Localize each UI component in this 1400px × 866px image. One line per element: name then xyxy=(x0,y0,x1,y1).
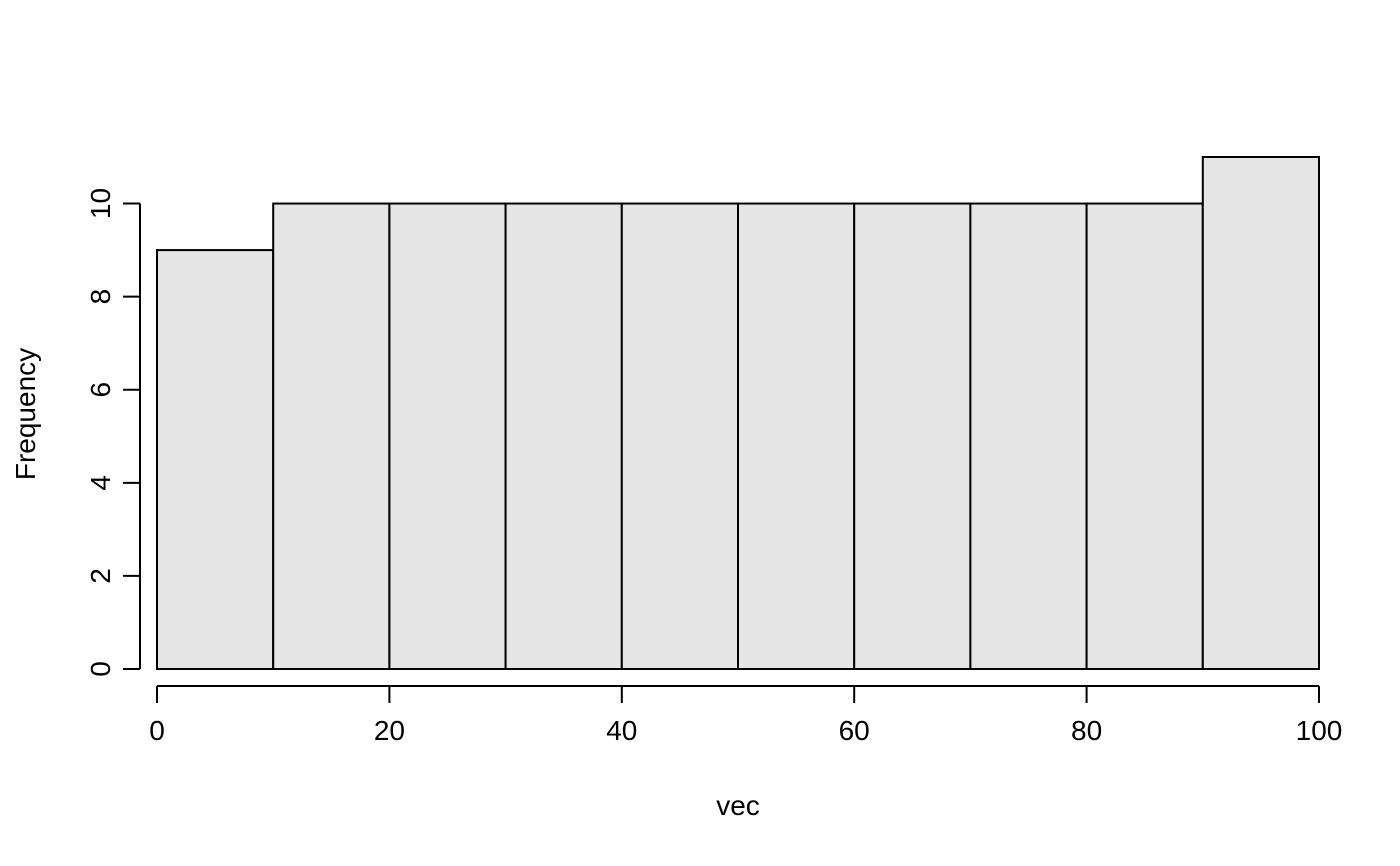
histogram-bar-6 xyxy=(853,202,972,671)
x-tick-label: 100 xyxy=(1296,715,1343,746)
x-tick-label: 60 xyxy=(839,715,870,746)
y-tick-label: 4 xyxy=(85,475,116,491)
histogram-bar-7 xyxy=(969,202,1088,671)
bars-group xyxy=(156,156,1321,671)
histogram-bar-2 xyxy=(388,202,507,671)
x-tick-label: 80 xyxy=(1071,715,1102,746)
y-tick-label: 8 xyxy=(85,289,116,305)
x-tick-label: 40 xyxy=(606,715,637,746)
y-axis-label: Frequency xyxy=(10,348,41,480)
x-axis: 0 20 40 60 80 100 xyxy=(149,685,1343,746)
histogram-bar-0 xyxy=(156,249,275,670)
histogram-bar-4 xyxy=(620,202,739,671)
histogram-bar-3 xyxy=(504,202,623,671)
histogram-bar-5 xyxy=(737,202,856,671)
y-tick-label: 2 xyxy=(85,568,116,584)
y-tick-label: 10 xyxy=(85,188,116,219)
x-tick-label: 0 xyxy=(149,715,165,746)
histogram-bar-8 xyxy=(1085,202,1204,671)
y-axis: 0 2 4 6 8 10 xyxy=(85,188,141,677)
histogram-bar-1 xyxy=(272,202,391,671)
y-tick-label: 0 xyxy=(85,661,116,677)
y-tick-label: 6 xyxy=(85,382,116,398)
x-tick-label: 20 xyxy=(374,715,405,746)
histogram-bar-9 xyxy=(1201,156,1321,670)
x-axis-label: vec xyxy=(716,790,760,821)
